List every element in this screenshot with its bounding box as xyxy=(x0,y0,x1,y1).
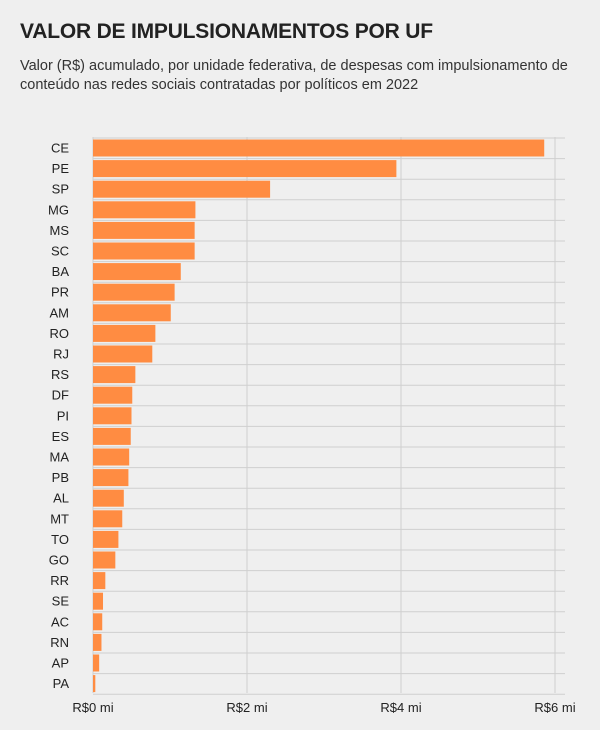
category-label: CE xyxy=(51,141,69,156)
bar-ce xyxy=(93,139,545,157)
category-label: SC xyxy=(51,244,69,259)
bars xyxy=(93,139,545,693)
bar-pr xyxy=(93,283,175,301)
bar-pe xyxy=(93,160,397,178)
category-labels: CE PE SP MG MS SC BA PR AM RO RJ RS DF PI ES MA PB AL MT TO… xyxy=(48,141,69,692)
bar-ba xyxy=(93,263,181,281)
bar-sp xyxy=(93,180,271,198)
x-axis-tick-labels: R$0 mi R$2 mi R$4 mi R$6 mi xyxy=(72,700,575,715)
x-tick-label: R$2 mi xyxy=(226,700,267,715)
category-label: MS xyxy=(50,223,70,238)
category-label: RO xyxy=(50,326,70,341)
bar-rr xyxy=(93,572,106,590)
bar-ma xyxy=(93,448,130,466)
category-label: AL xyxy=(53,491,69,506)
category-label: PE xyxy=(52,161,70,176)
category-label: GO xyxy=(49,553,69,568)
category-label: DF xyxy=(52,388,69,403)
category-label: AC xyxy=(51,614,69,629)
bar-mt xyxy=(93,510,123,528)
chart-title: VALOR DE IMPULSIONAMENTOS POR UF xyxy=(20,20,433,43)
bar-pb xyxy=(93,469,129,487)
bar-pa xyxy=(93,675,96,693)
category-label: PR xyxy=(51,285,69,300)
bar-go xyxy=(93,551,116,569)
category-label: RR xyxy=(50,573,69,588)
category-label: PA xyxy=(53,676,70,691)
bar-rn xyxy=(93,633,102,651)
category-label: AP xyxy=(52,656,69,671)
category-label: BA xyxy=(52,264,70,279)
x-tick-label: R$0 mi xyxy=(72,700,113,715)
bar-al xyxy=(93,489,124,507)
bar-ap xyxy=(93,654,100,672)
x-tick-label: R$4 mi xyxy=(380,700,421,715)
category-label: PI xyxy=(57,408,69,423)
category-label: PB xyxy=(52,470,69,485)
category-label: AM xyxy=(50,305,70,320)
bar-pi xyxy=(93,407,132,425)
category-label: RJ xyxy=(53,347,69,362)
bar-se xyxy=(93,592,104,610)
bar-ac xyxy=(93,613,103,631)
category-label: SP xyxy=(52,182,69,197)
bar-sc xyxy=(93,242,195,260)
category-label: ES xyxy=(52,429,70,444)
grid-lines xyxy=(92,137,565,695)
bar-rj xyxy=(93,345,153,363)
category-label: MA xyxy=(50,450,70,465)
category-label: MT xyxy=(50,511,69,526)
bar-rs xyxy=(93,366,136,384)
bar-mg xyxy=(93,201,196,219)
x-tick-label: R$6 mi xyxy=(534,700,575,715)
category-label: SE xyxy=(52,594,70,609)
category-label: RN xyxy=(50,635,69,650)
bar-to xyxy=(93,530,119,548)
category-label: TO xyxy=(51,532,69,547)
chart-subtitle: Valor (R$) acumulado, por unidade federa… xyxy=(20,58,568,93)
bar-ms xyxy=(93,221,195,239)
bar-es xyxy=(93,427,131,445)
category-label: MG xyxy=(48,202,69,217)
bar-df xyxy=(93,386,133,404)
bar-ro xyxy=(93,324,156,342)
category-label: RS xyxy=(51,367,69,382)
bar-am xyxy=(93,304,171,322)
